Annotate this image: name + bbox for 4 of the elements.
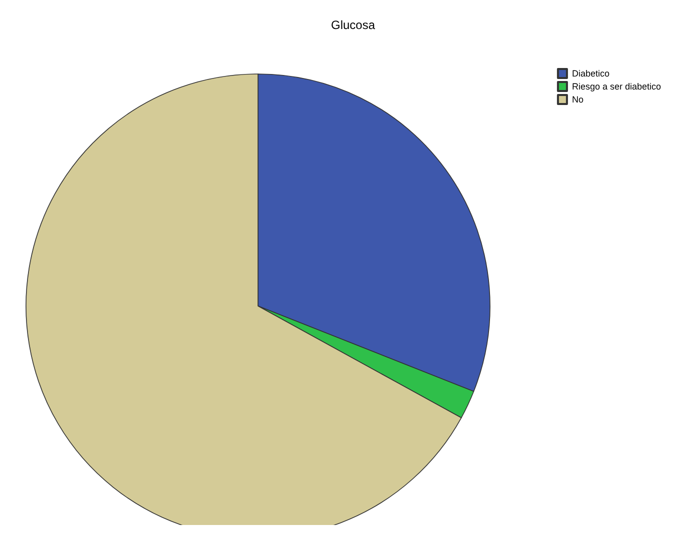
legend-label: Riesgo a ser diabetico <box>572 82 662 92</box>
legend-label: No <box>572 94 584 104</box>
legend-label: Diabetico <box>572 68 610 78</box>
chart-title: Glucosa <box>330 18 376 32</box>
